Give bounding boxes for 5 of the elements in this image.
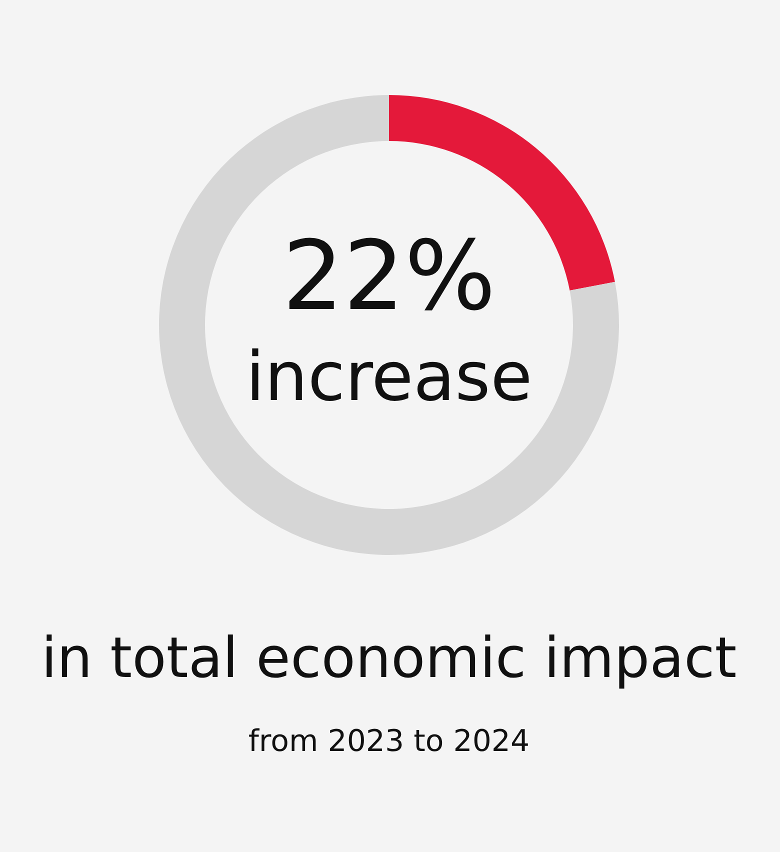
text: from 2023 to 2024 — [248, 724, 530, 759]
donut-slice — [159, 95, 619, 555]
text: in total economic impact — [41, 626, 737, 691]
text: increase — [246, 338, 532, 417]
data-label: 22% — [282, 220, 496, 332]
